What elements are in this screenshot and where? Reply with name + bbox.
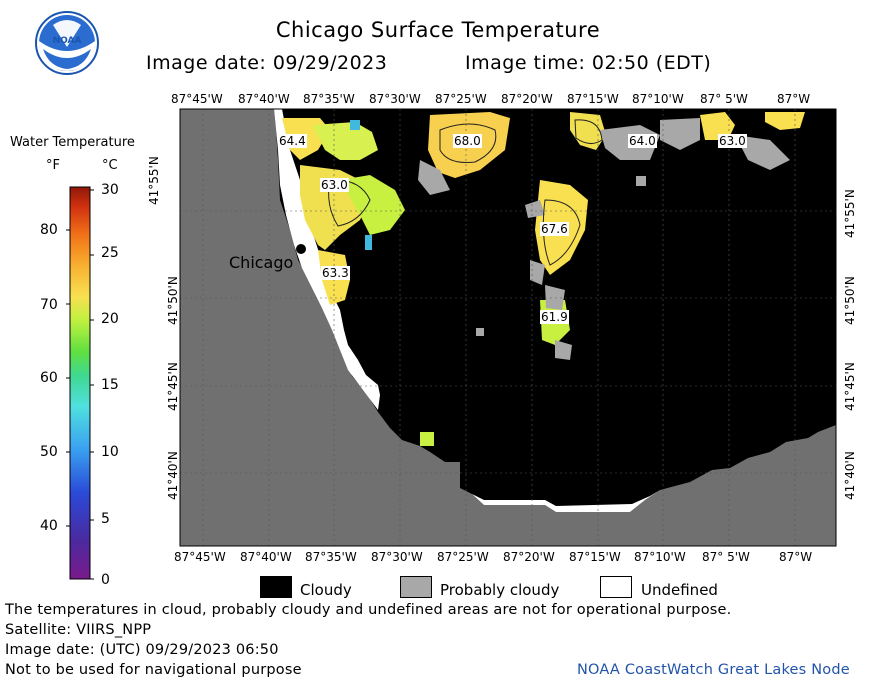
- lon-label-top: 87°W: [777, 92, 811, 106]
- lon-label-bottom: 87°45'W: [174, 550, 226, 564]
- lat-label-left: 41°45'N: [166, 362, 180, 411]
- lon-label-top: 87°25'W: [435, 92, 487, 106]
- lat-label-right: 41°50'N: [843, 276, 857, 325]
- lon-label-top: 87°35'W: [303, 92, 355, 106]
- lon-label-bottom: 87°35'W: [305, 550, 357, 564]
- credit-text: NOAA CoastWatch Great Lakes Node: [577, 662, 850, 678]
- c-tick-5: 5: [101, 511, 110, 527]
- satellite-text: Satellite: VIIRS_NPP: [5, 622, 152, 638]
- lon-label-top: 87° 5'W: [700, 92, 748, 106]
- temp-label: 68.0: [453, 134, 482, 148]
- lon-label-top: 87°30'W: [369, 92, 421, 106]
- unit-celsius: °C: [102, 158, 118, 173]
- probably-cloudy-area: [418, 118, 790, 360]
- f-tick-50: 50: [40, 444, 58, 460]
- lon-label-top: 87°15'W: [567, 92, 619, 106]
- svg-text:NOAA: NOAA: [53, 36, 82, 46]
- temp-label: 67.6: [540, 222, 569, 236]
- graticule: [180, 109, 836, 546]
- disclaimer-text: The temperatures in cloud, probably clou…: [5, 602, 732, 618]
- utc-date-text: Image date: (UTC) 09/29/2023 06:50: [5, 642, 279, 658]
- temp-label: 63.0: [718, 134, 747, 148]
- lon-label-top: 87°40'W: [238, 92, 290, 106]
- lat-label-left: 41°55'N: [147, 156, 161, 205]
- lon-label-bottom: 87°15'W: [569, 550, 621, 564]
- f-tick-60: 60: [40, 370, 58, 386]
- temp-label: 63.0: [320, 178, 349, 192]
- noaa-logo-icon: NOAA: [35, 11, 99, 75]
- temp-label: 63.3: [321, 266, 350, 280]
- lon-label-bottom: 87° 5'W: [702, 550, 750, 564]
- colorbar: [66, 186, 94, 580]
- lon-label-top: 87°20'W: [501, 92, 553, 106]
- lat-label-left: 41°40'N: [166, 451, 180, 500]
- image-time: Image time: 02:50 (EDT): [465, 52, 712, 74]
- lon-label-bottom: 87°30'W: [371, 550, 423, 564]
- lat-label-right: 41°55'N: [843, 189, 857, 238]
- c-tick-0: 0: [101, 572, 110, 588]
- legend-swatch-undefined: [600, 576, 632, 598]
- lat-label-right: 41°40'N: [843, 451, 857, 500]
- colorbar-title: Water Temperature: [10, 135, 135, 150]
- navigation-warning: Not to be used for navigational purpose: [5, 662, 302, 678]
- legend-label-probably-cloudy: Probably cloudy: [440, 581, 560, 599]
- unit-fahrenheit: °F: [46, 158, 60, 173]
- legend-label-cloudy: Cloudy: [300, 581, 352, 599]
- c-tick-30: 30: [101, 182, 119, 198]
- lat-label-right: 41°45'N: [843, 362, 857, 411]
- lon-label-bottom: 87°20'W: [503, 550, 555, 564]
- lon-label-bottom: 87°25'W: [437, 550, 489, 564]
- f-tick-40: 40: [40, 518, 58, 534]
- legend-swatch-probably-cloudy: [400, 576, 432, 598]
- f-tick-80: 80: [40, 222, 58, 238]
- lon-label-bottom: 87°40'W: [240, 550, 292, 564]
- lon-label-bottom: 87°10'W: [634, 550, 686, 564]
- image-date: Image date: 09/29/2023: [146, 52, 388, 74]
- f-tick-70: 70: [40, 297, 58, 313]
- c-tick-10: 10: [101, 444, 119, 460]
- legend-swatch-cloudy: [260, 576, 292, 598]
- page-title: Chicago Surface Temperature: [275, 18, 601, 42]
- legend-label-undefined: Undefined: [641, 581, 718, 599]
- lon-label-top: 87°45'W: [171, 92, 223, 106]
- lon-label-top: 87°10'W: [632, 92, 684, 106]
- temp-label: 64.0: [628, 134, 657, 148]
- c-tick-15: 15: [101, 377, 119, 393]
- c-tick-25: 25: [101, 245, 119, 261]
- temp-label: 64.4: [278, 134, 307, 148]
- city-label: Chicago: [229, 253, 294, 272]
- lat-label-left: 41°50'N: [166, 276, 180, 325]
- chicago-marker-icon: [296, 244, 306, 254]
- temp-label: 61.9: [540, 310, 569, 324]
- c-tick-20: 20: [101, 311, 119, 327]
- lon-label-bottom: 87°W: [779, 550, 813, 564]
- sst-patches: [282, 112, 805, 446]
